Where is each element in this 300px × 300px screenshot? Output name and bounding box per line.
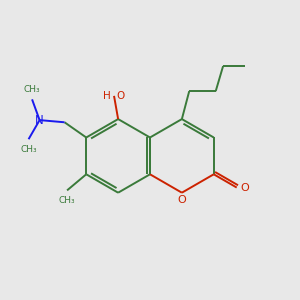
Text: H: H xyxy=(103,91,110,101)
Text: N: N xyxy=(35,114,44,127)
Text: O: O xyxy=(241,182,249,193)
Text: CH₃: CH₃ xyxy=(24,85,40,94)
Text: CH₃: CH₃ xyxy=(59,196,75,205)
Text: O: O xyxy=(116,91,124,101)
Text: O: O xyxy=(178,195,186,205)
Text: CH₃: CH₃ xyxy=(20,145,37,154)
